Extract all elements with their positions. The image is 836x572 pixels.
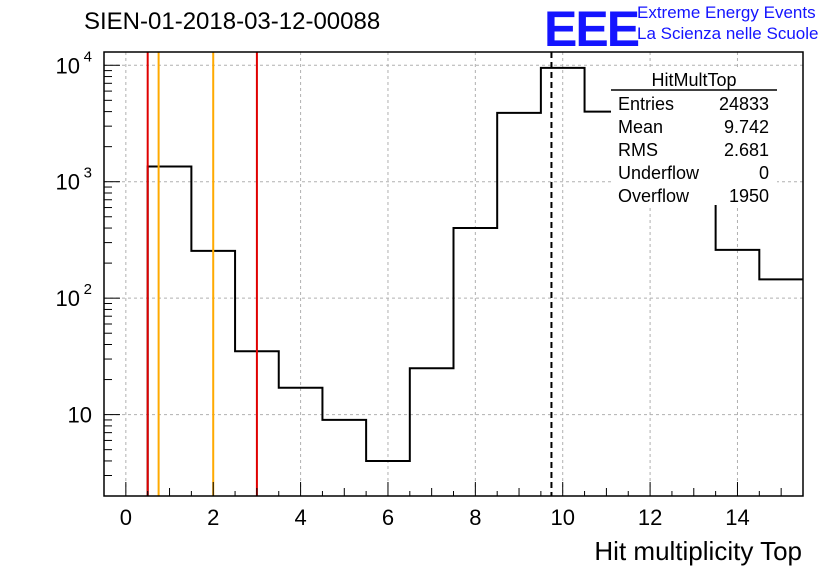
stats-row-value: 0	[759, 163, 769, 183]
y-tick-label: 10	[68, 403, 92, 428]
logo-subtitle-1: Extreme Energy Events	[637, 3, 816, 22]
x-tick-label: 2	[207, 505, 219, 530]
eee-logo: EEE	[544, 1, 640, 57]
stats-row-value: 2.681	[724, 140, 769, 160]
y-tick-label: 10	[56, 170, 80, 195]
stats-row-value: 24833	[719, 94, 769, 114]
x-tick-label: 12	[638, 505, 662, 530]
chart-title: SIEN-01-2018-03-12-00088	[84, 8, 381, 35]
stats-row-label: RMS	[618, 140, 658, 160]
x-tick-label: 14	[725, 505, 749, 530]
x-tick-label: 6	[382, 505, 394, 530]
y-tick-exponent: 3	[84, 165, 92, 182]
x-axis-label: Hit multiplicity Top	[594, 536, 802, 566]
x-tick-label: 10	[550, 505, 574, 530]
y-tick-exponent: 4	[84, 48, 92, 65]
x-tick-label: 8	[469, 505, 481, 530]
y-tick-label: 10	[56, 53, 80, 78]
x-tick-label: 4	[294, 505, 306, 530]
logo-subtitle-2: La Scienza nelle Scuole	[637, 24, 819, 43]
y-tick-exponent: 2	[84, 281, 92, 298]
stats-row-value: 1950	[729, 186, 769, 206]
stats-row-value: 9.742	[724, 117, 769, 137]
y-tick-label: 10	[56, 286, 80, 311]
stats-row-label: Underflow	[618, 163, 700, 183]
stats-box-title: HitMultTop	[651, 70, 736, 90]
x-tick-label: 0	[120, 505, 132, 530]
stats-row-label: Entries	[618, 94, 674, 114]
stats-row-label: Overflow	[618, 186, 690, 206]
stats-row-label: Mean	[618, 117, 663, 137]
